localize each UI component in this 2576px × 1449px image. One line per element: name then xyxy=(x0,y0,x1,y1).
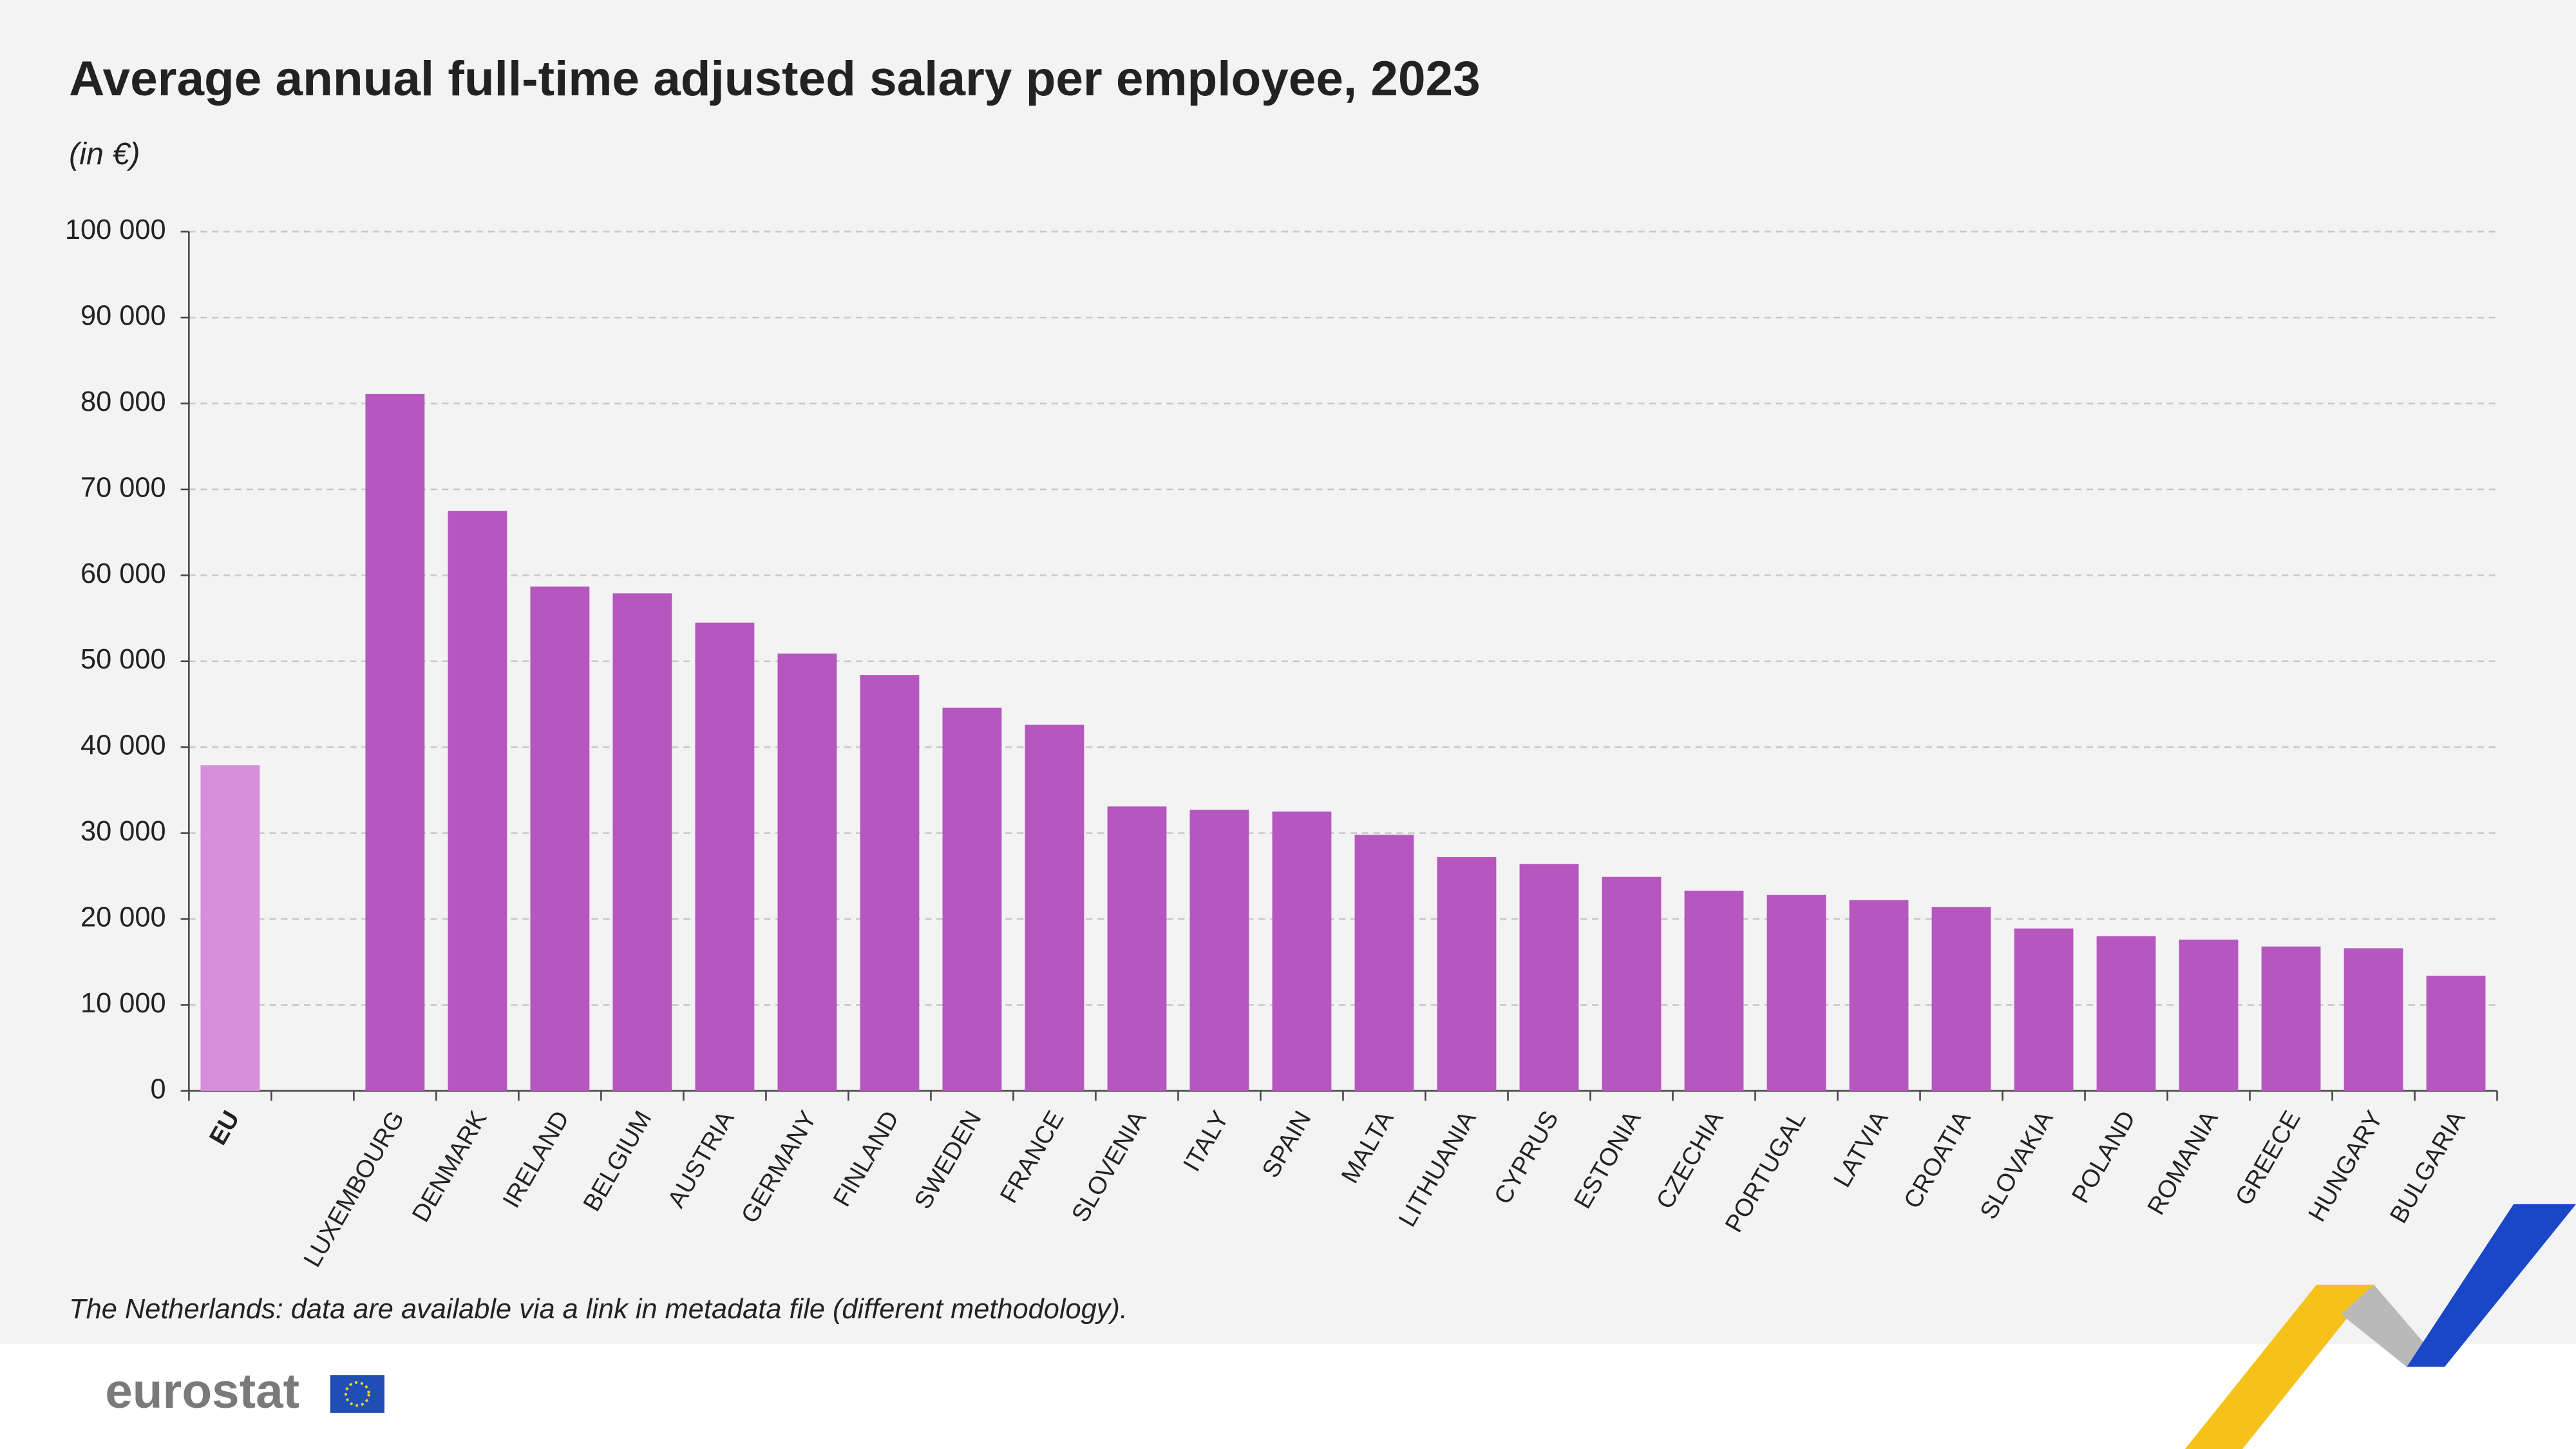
y-tick-label: 70 000 xyxy=(80,472,166,503)
y-tick-label: 40 000 xyxy=(80,730,166,761)
bar xyxy=(1849,900,1909,1091)
bar xyxy=(1025,724,1084,1091)
bar xyxy=(365,393,425,1091)
bar xyxy=(1437,857,1497,1091)
bar xyxy=(1602,876,1662,1091)
bar xyxy=(1107,806,1167,1091)
chart-subtitle: (in €) xyxy=(69,137,140,171)
y-tick-label: 100 000 xyxy=(65,214,166,245)
bar xyxy=(1189,810,1249,1091)
decoration xyxy=(2184,1204,2576,1449)
bar xyxy=(2096,936,2156,1091)
y-tick-label: 0 xyxy=(151,1074,166,1104)
bar xyxy=(2426,976,2486,1091)
bar xyxy=(1272,811,1332,1091)
y-tick-label: 90 000 xyxy=(80,301,166,332)
y-tick-label: 30 000 xyxy=(80,816,166,847)
y-tick-label: 20 000 xyxy=(80,902,166,933)
bar xyxy=(1931,907,1991,1091)
background xyxy=(0,0,2576,1344)
bar xyxy=(695,622,755,1091)
bar xyxy=(1354,835,1414,1091)
bar xyxy=(2261,946,2321,1091)
bar xyxy=(200,765,260,1091)
bar xyxy=(2014,928,2074,1091)
bar xyxy=(530,586,590,1091)
bar xyxy=(1684,891,1744,1091)
bar xyxy=(942,707,1002,1091)
y-tick-label: 60 000 xyxy=(80,558,166,589)
chart-title: Average annual full-time adjusted salary… xyxy=(69,52,1481,106)
y-tick-label: 50 000 xyxy=(80,644,166,675)
bar xyxy=(2179,940,2239,1091)
bar xyxy=(777,653,837,1091)
logo-text: eurostat xyxy=(105,1364,299,1419)
footnote: The Netherlands: data are available via … xyxy=(69,1294,1128,1325)
bar xyxy=(860,675,920,1091)
eu-flag xyxy=(330,1375,384,1413)
bar xyxy=(448,511,507,1091)
bar xyxy=(1766,895,1826,1091)
y-tick-label: 80 000 xyxy=(80,386,166,417)
bar xyxy=(2344,948,2403,1091)
y-tick-label: 10 000 xyxy=(80,988,166,1019)
bar xyxy=(612,593,672,1091)
bar xyxy=(1519,864,1579,1091)
